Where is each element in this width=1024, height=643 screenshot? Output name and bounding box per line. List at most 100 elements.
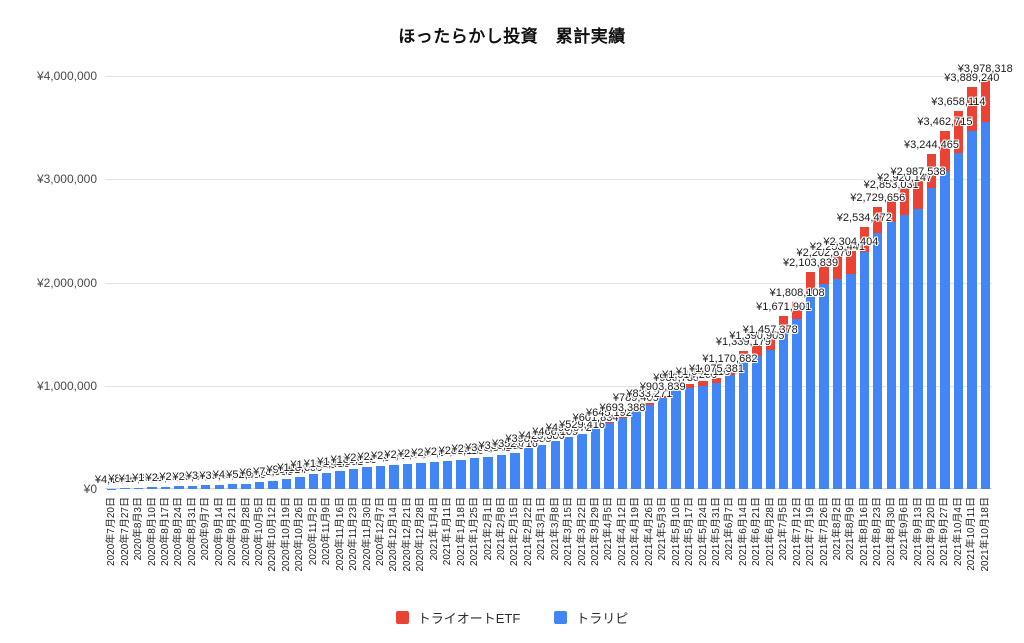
bar-2021年9月13日[interactable] [913,180,923,489]
bar-segment-toraripi[interactable] [752,355,762,489]
bar-2021年2月22日[interactable] [523,447,534,489]
bar-segment-toraripi[interactable] [631,408,641,489]
bar-segment-toraripi[interactable] [416,462,426,489]
bar-2021年5月17日[interactable] [684,384,695,489]
bar-segment-toraripi[interactable] [537,445,547,489]
bar-2021年5月24日[interactable] [698,381,708,489]
bar-2020年8月31日[interactable] [187,485,198,489]
bar-segment-triauto-etf[interactable] [765,338,775,350]
bar-segment-toraripi[interactable] [832,278,843,489]
bar-2021年5月3日[interactable] [658,395,668,489]
bar-segment-triauto-etf[interactable] [859,227,870,252]
bar-2021年1月4日[interactable] [429,461,439,489]
bar-segment-toraripi[interactable] [362,467,372,489]
bar-2020年8月17日[interactable] [160,486,171,489]
bar-2021年9月27日[interactable] [940,131,950,489]
bar-2020年12月21日[interactable] [402,463,413,489]
bar-2020年9月28日[interactable] [241,483,251,489]
bar-segment-triauto-etf[interactable] [913,180,923,209]
bar-2020年11月30日[interactable] [362,467,372,489]
bar-segment-triauto-etf[interactable] [684,384,695,388]
bar-segment-toraripi[interactable] [483,457,493,489]
bar-segment-toraripi[interactable] [859,251,870,489]
bar-segment-toraripi[interactable] [375,466,386,489]
bar-2020年11月2日[interactable] [308,474,318,489]
bar-2021年2月15日[interactable] [510,452,520,489]
bar-2021年3月22日[interactable] [577,434,587,489]
bar-2020年12月28日[interactable] [416,462,426,489]
bar-segment-toraripi[interactable] [590,426,601,489]
bar-segment-toraripi[interactable] [120,488,130,489]
bar-segment-toraripi[interactable] [133,487,144,489]
bar-2020年8月10日[interactable] [147,487,157,489]
legend-item-triauto-etf[interactable]: トライオートETF [395,608,520,627]
bar-2020年11月9日[interactable] [322,472,332,489]
bar-segment-toraripi[interactable] [510,452,520,489]
bar-2020年9月7日[interactable] [201,485,211,489]
bar-segment-toraripi[interactable] [899,215,910,489]
bar-2021年3月1日[interactable] [537,445,547,489]
bar-2021年7月19日[interactable] [805,271,816,489]
bar-segment-triauto-etf[interactable] [658,395,668,398]
bar-2020年12月14日[interactable] [389,465,399,489]
bar-segment-toraripi[interactable] [241,483,251,489]
bar-2021年10月11日[interactable] [967,87,977,489]
bar-segment-toraripi[interactable] [443,460,453,489]
bar-segment-toraripi[interactable] [469,458,480,489]
bar-segment-triauto-etf[interactable] [711,377,722,384]
bar-segment-triauto-etf[interactable] [631,407,641,409]
bar-segment-toraripi[interactable] [523,447,534,489]
bar-2021年7月5日[interactable] [778,316,789,489]
bar-2021年1月18日[interactable] [456,459,466,489]
bar-segment-toraripi[interactable] [308,474,318,489]
bar-segment-toraripi[interactable] [496,454,507,489]
bar-2021年10月4日[interactable] [953,111,964,489]
bar-2021年6月7日[interactable] [725,368,735,489]
bar-2020年8月24日[interactable] [174,486,184,489]
bar-segment-toraripi[interactable] [967,130,977,489]
bar-segment-toraripi[interactable] [254,482,265,489]
bar-segment-toraripi[interactable] [402,463,413,489]
bar-segment-toraripi[interactable] [550,440,560,489]
bar-segment-toraripi[interactable] [819,283,829,489]
bar-segment-toraripi[interactable] [698,385,708,489]
bar-2021年1月11日[interactable] [443,460,453,489]
bar-segment-toraripi[interactable] [295,476,305,489]
bar-2021年4月19日[interactable] [631,407,641,489]
bar-segment-triauto-etf[interactable] [617,417,628,419]
bar-2021年4月12日[interactable] [617,417,628,489]
bar-segment-triauto-etf[interactable] [926,154,937,189]
bar-2021年4月5日[interactable] [604,422,614,489]
bar-segment-toraripi[interactable] [348,469,359,489]
bar-segment-triauto-etf[interactable] [738,350,749,361]
bar-segment-toraripi[interactable] [604,422,614,489]
bar-2020年10月5日[interactable] [254,482,265,489]
bar-segment-toraripi[interactable] [577,434,587,489]
bar-2021年8月23日[interactable] [873,207,883,489]
bar-segment-toraripi[interactable] [658,397,668,489]
bar-segment-triauto-etf[interactable] [671,387,681,391]
bar-2021年8月16日[interactable] [859,227,870,489]
bar-2020年10月12日[interactable] [268,480,278,489]
bar-2021年8月30日[interactable] [886,194,896,489]
bar-2020年10月19日[interactable] [281,479,292,489]
bar-segment-toraripi[interactable] [644,404,654,489]
bar-segment-toraripi[interactable] [227,484,238,489]
bar-segment-toraripi[interactable] [389,465,399,489]
bar-2021年7月26日[interactable] [819,261,829,489]
bar-2021年3月8日[interactable] [550,440,560,489]
bar-segment-triauto-etf[interactable] [778,316,789,331]
bar-segment-toraripi[interactable] [335,471,345,489]
bar-segment-toraripi[interactable] [174,486,184,489]
bar-segment-toraripi[interactable] [214,484,224,489]
bar-segment-triauto-etf[interactable] [698,381,708,386]
bar-segment-toraripi[interactable] [725,374,735,489]
bar-segment-toraripi[interactable] [187,485,198,489]
bar-2021年2月1日[interactable] [483,457,493,489]
bar-segment-toraripi[interactable] [792,318,802,489]
bar-segment-triauto-etf[interactable] [846,251,856,275]
bar-segment-toraripi[interactable] [711,383,722,489]
bar-segment-toraripi[interactable] [980,122,990,489]
bar-segment-triauto-etf[interactable] [752,345,762,356]
bar-segment-toraripi[interactable] [617,418,628,489]
